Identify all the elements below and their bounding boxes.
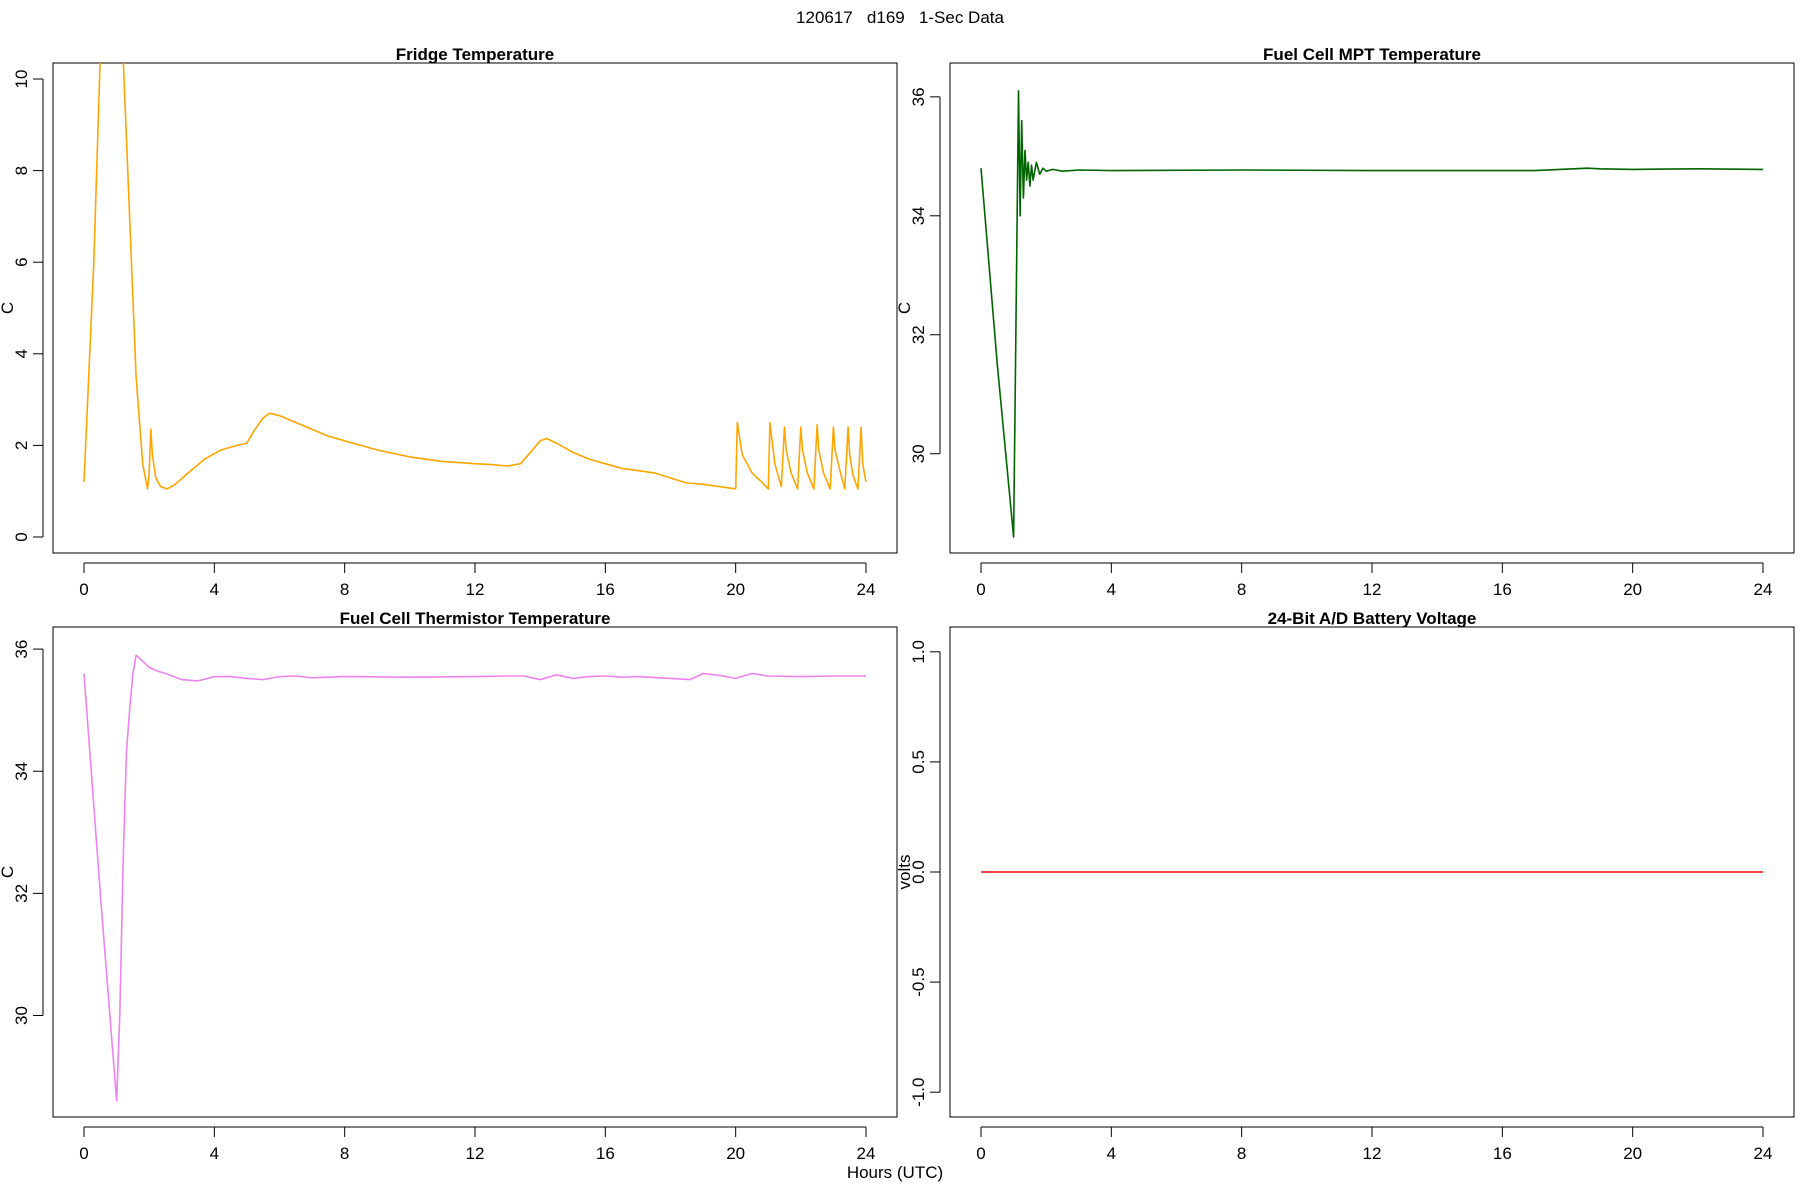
y-tick-label: -0.5	[909, 967, 928, 996]
x-tick-label: 20	[726, 1144, 745, 1163]
y-axis-label: volts	[895, 855, 914, 890]
y-tick-label: 1.0	[909, 640, 928, 664]
x-tick-label: 8	[1237, 580, 1246, 599]
plot-frame	[949, 62, 1795, 554]
x-tick-label: 24	[857, 580, 876, 599]
panel-title: Fuel Cell Thermistor Temperature	[340, 609, 611, 628]
y-tick-label: 30	[12, 1006, 31, 1025]
y-tick-label: 0.5	[909, 750, 928, 774]
panel-fridge-temperature: Fridge Temperature048121620240246810C	[0, 45, 898, 599]
x-tick-label: 0	[79, 580, 88, 599]
plot-frame	[52, 626, 898, 1118]
x-tick-label: 16	[596, 580, 615, 599]
series-line	[980, 90, 1764, 538]
y-tick-label: 32	[909, 325, 928, 344]
y-tick-label: -1.0	[909, 1078, 928, 1107]
y-tick-label: 10	[12, 70, 31, 89]
shared-x-axis-label: Hours (UTC)	[847, 1163, 943, 1182]
x-tick-label: 12	[466, 1144, 485, 1163]
y-tick-label: 32	[12, 884, 31, 903]
y-tick-label: 8	[12, 166, 31, 175]
plot-frame	[52, 62, 898, 554]
panel-title: Fridge Temperature	[396, 45, 554, 64]
x-tick-label: 0	[976, 1144, 985, 1163]
x-tick-label: 4	[210, 1144, 219, 1163]
x-tick-label: 4	[210, 580, 219, 599]
panel-fuel-cell-mpt-temperature: Fuel Cell MPT Temperature 0 4 8 12 16 20 24 30 32…	[895, 45, 1795, 599]
x-tick-label: 4	[1107, 580, 1116, 599]
y-tick-label: 2	[12, 441, 31, 450]
y-tick-label: 36	[12, 640, 31, 659]
series-line	[734, 421, 867, 490]
y-tick-label: 30	[909, 444, 928, 463]
panel-fuel-cell-thermistor-temperature: Fuel Cell Thermistor Temperature 0 4 8 12 16 2…	[0, 609, 898, 1163]
x-tick-label: 8	[340, 580, 349, 599]
x-tick-label: 4	[1107, 1144, 1116, 1163]
panel-title: Fuel Cell MPT Temperature	[1263, 45, 1481, 64]
y-tick-label: 36	[909, 87, 928, 106]
y-axis-label: C	[0, 302, 17, 314]
y-tick-label: 0	[12, 532, 31, 541]
x-tick-label: 12	[466, 580, 485, 599]
x-tick-label: 16	[1493, 580, 1512, 599]
x-tick-label: 0	[976, 580, 985, 599]
plot-frame	[949, 626, 1795, 1118]
y-tick-label: 6	[12, 257, 31, 266]
panel-title: 24-Bit A/D Battery Voltage	[1268, 609, 1477, 628]
x-tick-label: 20	[726, 580, 745, 599]
figure-title: 120617 d169 1-Sec Data	[796, 8, 1004, 27]
x-tick-label: 20	[1623, 580, 1642, 599]
x-tick-label: 8	[1237, 1144, 1246, 1163]
x-tick-label: 16	[1493, 1144, 1512, 1163]
x-tick-label: 24	[1754, 580, 1773, 599]
x-tick-label: 12	[1363, 1144, 1382, 1163]
x-tick-label: 20	[1623, 1144, 1642, 1163]
x-tick-label: 24	[857, 1144, 876, 1163]
x-tick-label: 8	[340, 1144, 349, 1163]
y-tick-label: 34	[909, 206, 928, 225]
series-line	[83, 63, 736, 490]
x-tick-label: 12	[1363, 580, 1382, 599]
x-tick-label: 24	[1754, 1144, 1773, 1163]
panel-battery-voltage: 24-Bit A/D Battery Voltage 0 4 8 12 16 20 24 -1.…	[895, 609, 1795, 1163]
y-tick-label: 4	[12, 349, 31, 358]
x-tick-label: 0	[79, 1144, 88, 1163]
x-tick-label: 16	[596, 1144, 615, 1163]
y-tick-label: 0.0	[909, 860, 928, 884]
y-tick-label: 34	[12, 762, 31, 781]
y-axis-label: C	[0, 866, 17, 878]
series-line	[83, 654, 866, 1102]
y-axis-label: C	[895, 302, 914, 314]
